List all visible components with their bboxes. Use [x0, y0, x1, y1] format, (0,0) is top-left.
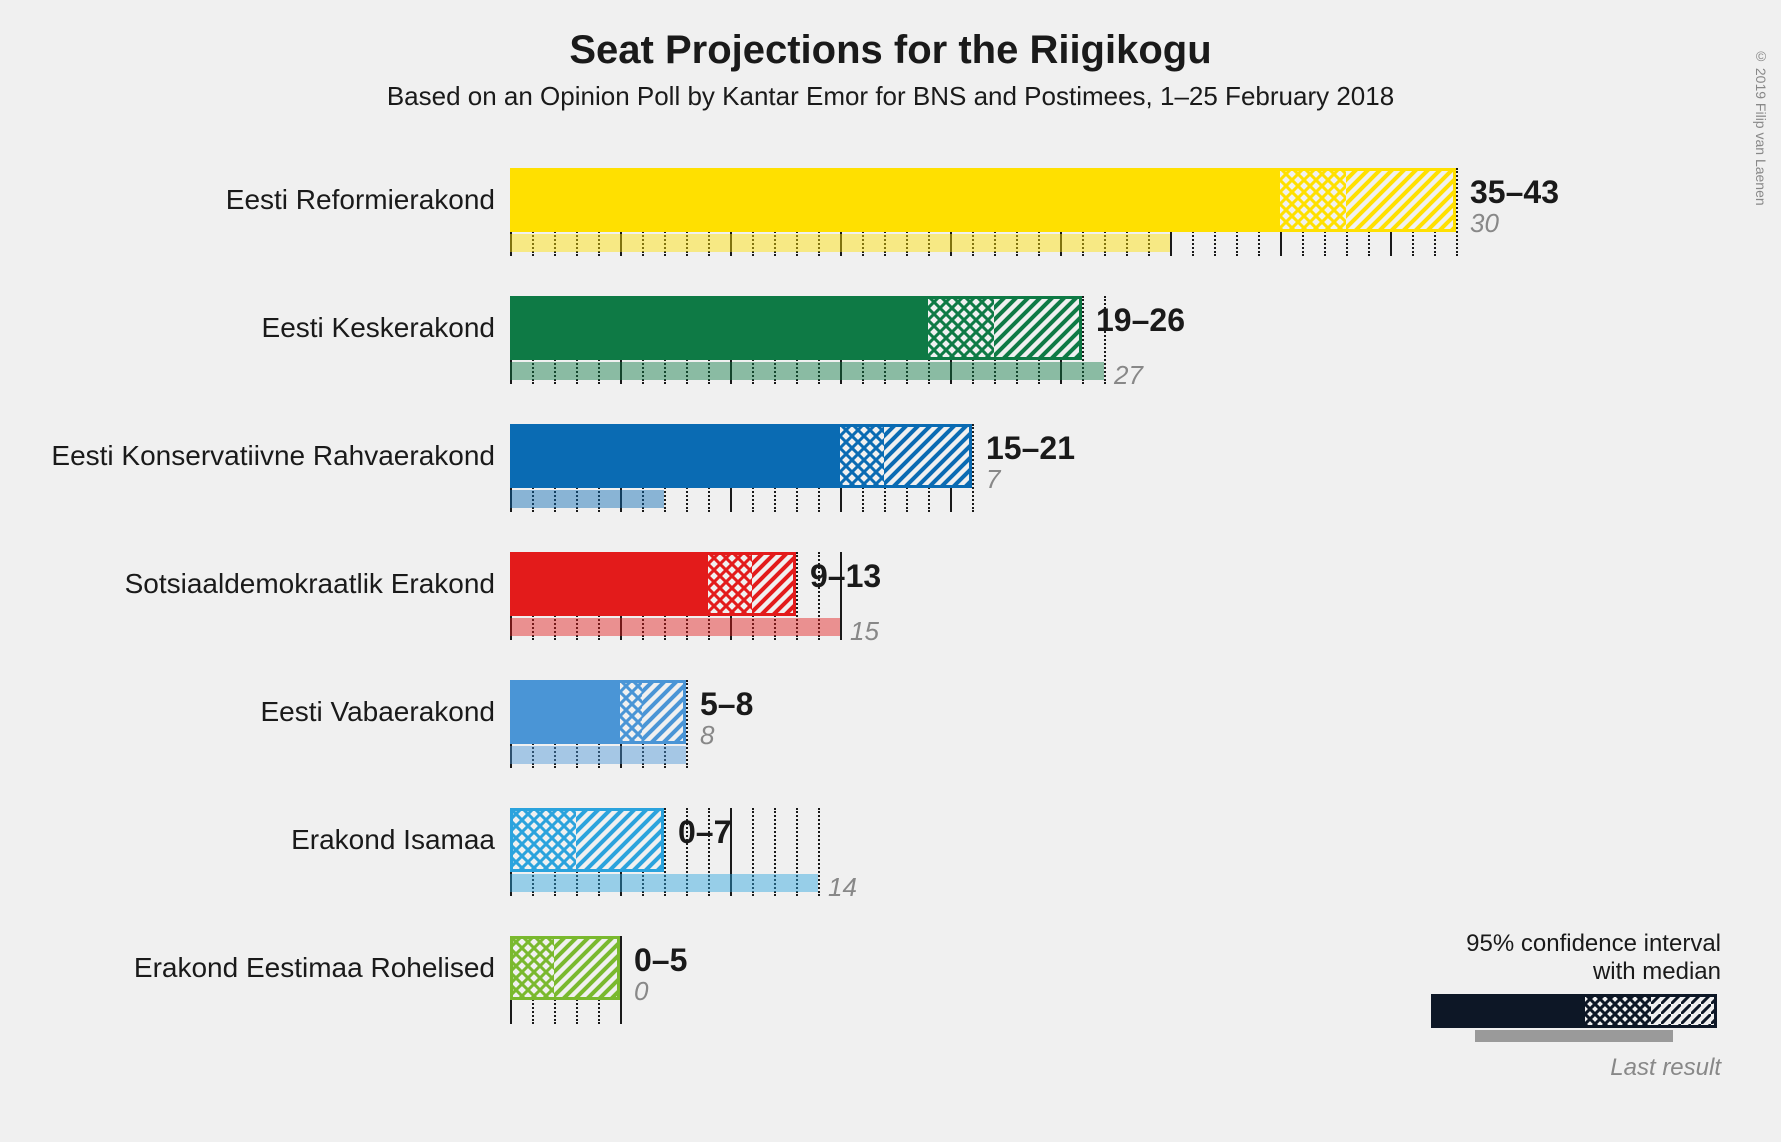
last-result-label: 0 [634, 976, 648, 1007]
party-row: Sotsiaaldemokraatlik Erakond 9–13 15 [0, 552, 1781, 680]
range-label: 0–7 [678, 814, 731, 851]
legend: 95% confidence intervalwith median Last … [1361, 930, 1721, 1082]
last-result-bar [510, 234, 1170, 252]
last-result-label: 27 [1114, 360, 1143, 391]
ci-bar-outline [510, 552, 796, 616]
legend-last-label: Last result [1361, 1054, 1721, 1082]
range-label: 15–21 [986, 430, 1075, 467]
range-label: 9–13 [810, 558, 881, 595]
range-label: 35–43 [1470, 174, 1559, 211]
party-row: Eesti Konservatiivne Rahvaerakond 15–217 [0, 424, 1781, 552]
last-result-label: 8 [700, 720, 714, 751]
grid-major [620, 936, 622, 1024]
legend-demo [1361, 994, 1721, 1054]
party-label: Eesti Vabaerakond [0, 696, 495, 728]
grid-minor [972, 424, 974, 512]
last-result-label: 30 [1470, 208, 1499, 239]
party-row: Eesti Keskerakond 19–26 27 [0, 296, 1781, 424]
last-result-label: 15 [850, 616, 879, 647]
party-label: Erakond Isamaa [0, 824, 495, 856]
last-result-label: 7 [986, 464, 1000, 495]
party-row: Eesti Vabaerakond 5–88 [0, 680, 1781, 808]
grid-minor [1456, 168, 1458, 256]
ci-bar-outline [510, 168, 1456, 232]
last-result-bar [510, 746, 686, 764]
range-label: 19–26 [1096, 302, 1185, 339]
ci-bar-outline [510, 424, 972, 488]
ci-bar-outline [510, 296, 1082, 360]
last-result-bar [510, 874, 818, 892]
party-label: Eesti Reformierakond [0, 184, 495, 216]
last-result-bar [510, 490, 664, 508]
party-row: Eesti Reformierakond 35–4330 [0, 168, 1781, 296]
last-result-label: 14 [828, 872, 857, 903]
ci-bar-outline [510, 936, 620, 1000]
ci-bar-outline [510, 680, 686, 744]
grid-minor [818, 808, 820, 896]
party-label: Sotsiaaldemokraatlik Erakond [0, 568, 495, 600]
party-label: Erakond Eestimaa Rohelised [0, 952, 495, 984]
ci-bar-outline [510, 808, 664, 872]
party-label: Eesti Keskerakond [0, 312, 495, 344]
last-result-bar [510, 618, 840, 636]
legend-line2: with median [1361, 958, 1721, 986]
last-result-bar [510, 362, 1104, 380]
range-label: 0–5 [634, 942, 687, 979]
range-label: 5–8 [700, 686, 753, 723]
grid-minor [686, 680, 688, 768]
legend-line1: 95% confidence interval [1361, 930, 1721, 958]
party-row: Erakond Isamaa 0–7 14 [0, 808, 1781, 936]
party-label: Eesti Konservatiivne Rahvaerakond [0, 440, 495, 472]
